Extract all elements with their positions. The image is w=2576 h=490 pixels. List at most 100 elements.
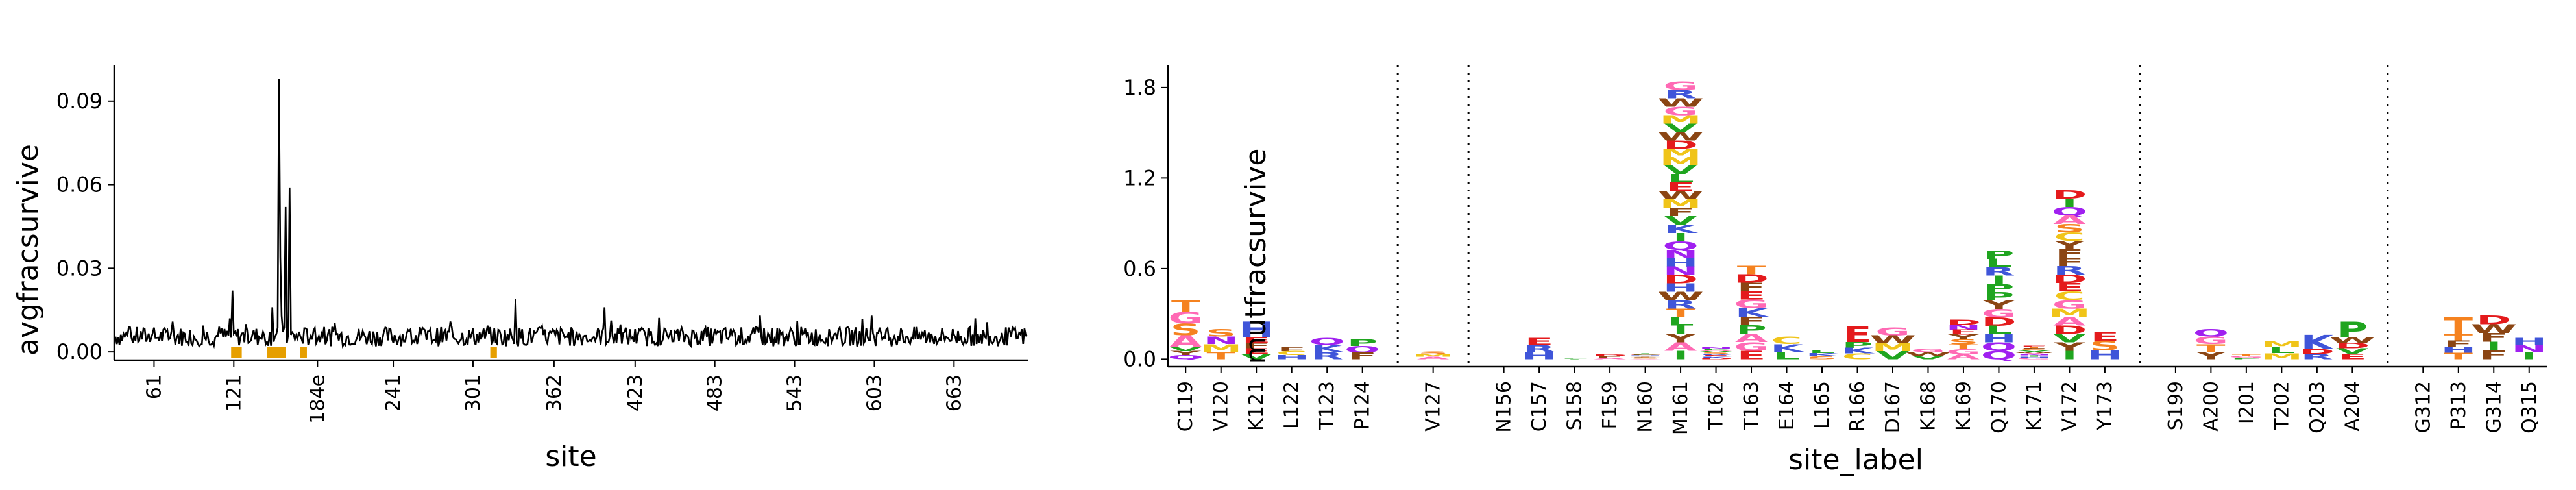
logo-letter: Q [1662, 239, 1698, 252]
logo-letter: H [1239, 317, 1274, 343]
logo-letter: A [1735, 332, 1768, 345]
site-highlight-bar [231, 347, 242, 358]
logo-letter: S [1206, 327, 1236, 339]
site-label-tick: P124 [1352, 381, 1374, 430]
logo-letter: G [1734, 298, 1768, 312]
logo-letter: C [1842, 352, 1873, 361]
logo-letter: G [1946, 348, 1980, 356]
logo-letter: N [1204, 335, 1239, 347]
logo-letter: W [2329, 336, 2376, 345]
logo-letter: A [1947, 353, 1980, 361]
right-y-tick-label: 0.0 [1123, 347, 1156, 371]
logo-letter: T [2020, 347, 2049, 349]
logo-letter: P [2337, 317, 2368, 343]
logo-letter: Y [2194, 350, 2226, 361]
left-x-tick-label: 61 [143, 374, 165, 399]
logo-letter: Q [2052, 205, 2087, 219]
logo-letter: T [1949, 343, 1978, 351]
logo-letter: T [2444, 333, 2473, 343]
left-y-axis-label: avgfracsurvive [12, 144, 45, 356]
logo-letter: T [1666, 307, 1695, 320]
logo-letter: K [1311, 343, 1344, 354]
site-label-tick: N156 [1493, 381, 1516, 433]
logo-letter: E [2055, 281, 2084, 295]
logo-letter: E [1525, 336, 1553, 347]
logo-letter: T [2444, 313, 2473, 341]
logo-letter: Y [2053, 340, 2085, 354]
logo-letter: N [1663, 265, 1698, 278]
logo-letter: T [2196, 342, 2226, 354]
logo-letter: S [1807, 355, 1838, 360]
logo-letter: C [2054, 289, 2085, 303]
logo-letter: N [1663, 248, 1698, 261]
logo-letter: H [1274, 354, 1309, 361]
logo-letter: M [2048, 306, 2091, 320]
site-label-tick: Y173 [2094, 381, 2117, 431]
site-highlight-bar [300, 347, 307, 358]
logo-letter: H [1522, 350, 1557, 361]
site-label-tick: A200 [2200, 381, 2222, 432]
logo-letter: R [1523, 343, 1555, 354]
site-label-tick: T123 [1316, 381, 1339, 431]
logo-letter: C [1771, 335, 1803, 347]
logo-letter: Q [1168, 354, 1204, 360]
logo-letter: N [2017, 354, 2052, 356]
site-highlight-bar [490, 347, 497, 358]
logo-letter: L [1561, 358, 1588, 359]
logo-letter: D [1734, 272, 1769, 286]
logo-letter: P [1347, 338, 1378, 349]
logo-letter: K [2301, 331, 2335, 354]
logo-letter: P [1984, 249, 2015, 262]
site-label-tick: I201 [2235, 381, 2258, 424]
site-label-tick: T202 [2270, 381, 2293, 431]
site-label-tick: F159 [1599, 381, 1622, 430]
logo-letter: T [1171, 297, 1200, 316]
logo-letter: K [1664, 223, 1699, 236]
logo-letter: P [1736, 323, 1767, 337]
logo-letter: H [1627, 355, 1662, 356]
logo-letter: F [1666, 206, 1695, 219]
logo-letter: T [1631, 356, 1660, 357]
logo-letter: H [1663, 282, 1698, 295]
logo-letter: E [1843, 322, 1871, 347]
logo-letter: C [1276, 350, 1307, 356]
left-x-tick-label: 241 [382, 374, 405, 411]
logo-letter: S [2019, 349, 2049, 351]
logo-letter: E [2020, 345, 2048, 347]
site-label-tick: R166 [1847, 381, 1869, 432]
logo-letter: Y [1664, 332, 1696, 345]
logo-letter: C [2054, 230, 2085, 244]
logo-letter: E [1737, 289, 1766, 302]
left-x-tick-label: 603 [863, 374, 886, 411]
logo-letter: I [1566, 358, 1582, 359]
right-y-tick-label: 0.6 [1123, 256, 1156, 281]
logo-letter: M [2261, 339, 2303, 349]
logo-letter: Y [1169, 350, 1202, 356]
avgfracsurvive-panel: 0.00 0.03 0.06 0.09 61 121 184e 241 301 362 423 483… [56, 65, 1028, 424]
site-label-tick: L122 [1281, 381, 1304, 429]
logo-letter: R [1699, 354, 1732, 356]
logo-letter: D [1981, 315, 2016, 328]
logo-letter: D [1628, 354, 1663, 355]
logo-letter: F [2479, 331, 2508, 345]
site-label-tick: L165 [1811, 381, 1834, 429]
logo-letter: N [1946, 323, 1981, 331]
logo-letter: S [1701, 352, 1731, 354]
logo-letter: M [1660, 147, 1702, 160]
logo-letter: A [2053, 315, 2085, 328]
logo-letter: D [1663, 273, 1698, 286]
site-label-tick: D167 [1882, 381, 1904, 433]
logo-letter: M [1660, 155, 1702, 168]
logo-letter: W [1869, 334, 1916, 346]
logo-letter: H [2441, 345, 2476, 355]
logo-letter: A [1169, 332, 1202, 351]
logo-letter: F [1737, 315, 1766, 328]
logo-letter: A [2018, 352, 2051, 354]
logo-letter: H [1981, 332, 2016, 345]
logo-letter: S [1171, 321, 1201, 339]
site-label-tick: V127 [1422, 381, 1445, 432]
site-label-tick: T163 [1740, 381, 1763, 431]
left-y-tick-label: 0.06 [56, 173, 103, 197]
logo-letter: E [2091, 330, 2119, 344]
